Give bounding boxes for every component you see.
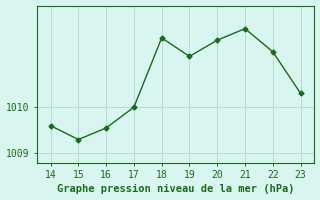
X-axis label: Graphe pression niveau de la mer (hPa): Graphe pression niveau de la mer (hPa): [57, 184, 294, 194]
